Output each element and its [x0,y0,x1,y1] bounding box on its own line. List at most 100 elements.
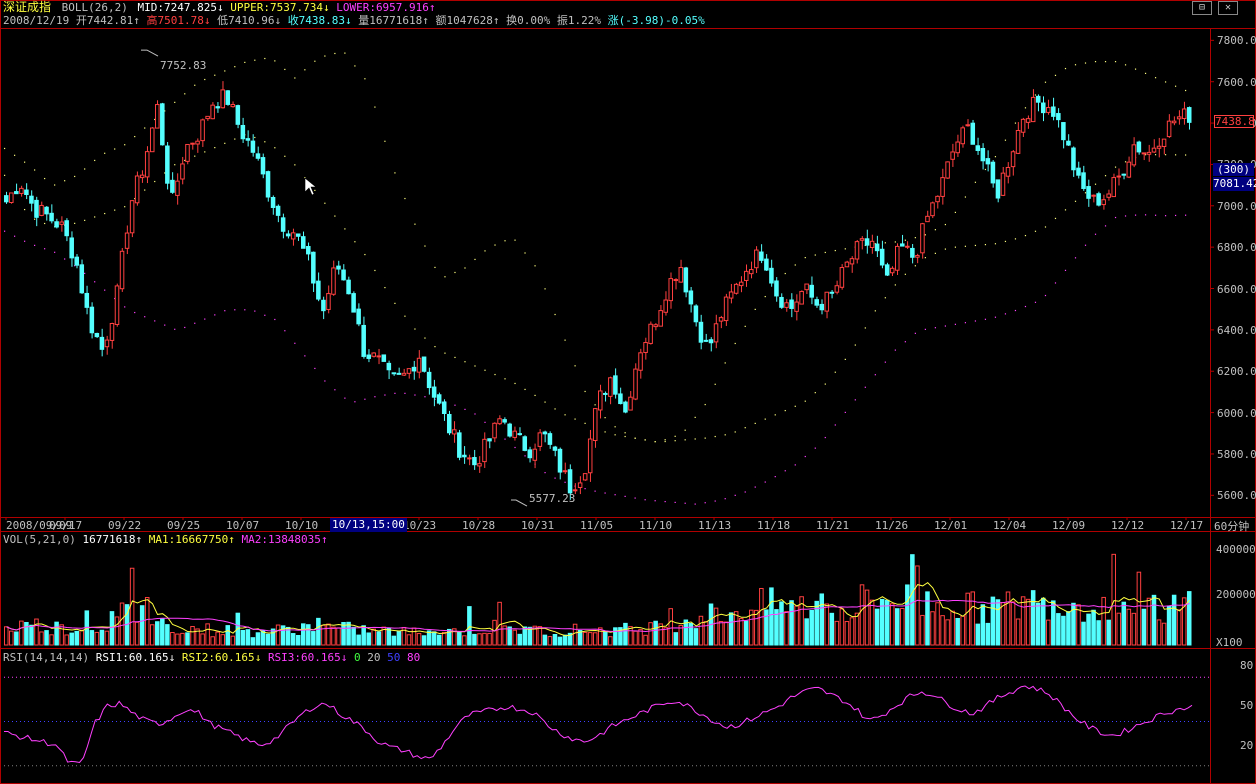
rsi-level-line [876,765,877,767]
volume-bar-up [935,602,940,646]
rsi-level-line [76,765,77,767]
volume-bar-down [980,604,986,646]
volume-bar-down [391,635,397,646]
rsi-level-line [752,676,753,678]
volume-bar-up [371,628,377,646]
rsi-level-line [1072,721,1073,722]
rsi-level-line [860,676,861,678]
candle-up [1171,120,1177,124]
boll-mid-dot [1164,154,1167,156]
rsi-level-line [604,676,605,678]
rsi-level-line [216,765,217,767]
candle-up [482,438,487,463]
boll-mid-dot [634,437,636,439]
volume-bar-down [155,621,160,646]
rsi-level-line [276,765,277,767]
rsi-level-line [552,721,553,722]
rsi-level-line [1192,676,1193,678]
candle-up [114,285,120,325]
rsi-level-line [400,765,401,767]
rsi-level-line [748,765,749,767]
rsi-level-line [600,721,601,722]
boll-indicator-label[interactable]: BOLL(26,2) [61,1,128,14]
rsi-level-line [496,676,497,678]
candle-up [577,482,583,488]
boll-upper-dot [154,118,156,121]
arrow-down-icon: ↓ [274,14,282,27]
rsi-level-line [184,765,185,767]
date-label: 11/13 [698,519,732,532]
price-tick-label: 6800.00 [1217,241,1256,255]
rsi-level-line [120,721,121,722]
rsi-level-line [452,765,453,767]
current-price-tag: 7438.8 [1214,115,1255,128]
boll-mid-dot [4,174,6,176]
rsi-level-line [68,765,69,767]
rsi-level-line [1200,721,1201,722]
rsi-level-line [360,765,361,767]
rsi-header: RSI(14,14,14) RSI1:60.165↓ RSI2:60.165↓ … [3,651,420,664]
rsi-level-line [308,721,309,722]
candle-down [708,339,714,344]
rsi-level-line [640,765,641,767]
rsi-level-line [560,765,561,767]
rsi-level-line [652,676,653,678]
rsi-level-line [88,676,89,678]
boll-lower-dot [1004,313,1007,315]
boll-mid-dot [824,383,826,385]
rsi-level-line [664,676,665,678]
rsi-level-line [968,721,969,722]
volume-bar-down [1071,602,1076,646]
boll-upper-dot [254,59,256,61]
candle-down [311,251,316,284]
candle-up [839,267,845,288]
boll-lower-dot [584,488,586,490]
rsi-level-line [608,765,609,767]
rsi-level-line [284,676,285,678]
rsi-level-line [1180,721,1181,722]
rsi-level-line [556,721,557,722]
period-label[interactable]: 60分钟 [1214,520,1250,533]
boll-lower-dot [1084,244,1087,246]
volume-bar-up [784,611,789,646]
boll-mid-dot [184,159,186,162]
rsi-level-line [96,676,97,678]
candle-down [884,264,890,276]
boll-lower-dot [994,316,997,318]
boll-upper-dot [44,177,46,180]
boll-mid-dot [414,328,416,330]
restore-window-button[interactable]: ⊟ [1192,1,1212,15]
candle-up [1161,138,1167,147]
boll-upper-dot [234,66,236,68]
volume-bar-up [497,601,502,646]
boll-upper-dot [964,196,967,198]
rsi-level-line [444,721,445,722]
candle-down [527,449,533,459]
volume-indicator-label[interactable]: VOL(5,21,0) [3,533,76,546]
boll-lower-dot [344,397,346,399]
rsi-level-line [584,765,585,767]
boll-lower-dot [454,404,456,406]
rsi-level-line [1020,721,1021,722]
candle-down [1136,141,1142,153]
arrow-down-icon: ↓ [254,651,262,664]
candle-up [104,339,110,348]
rsi-level-line [1000,765,1001,767]
rsi-level-line [700,676,701,678]
rsi-level-line [464,765,465,767]
boll-upper-dot [464,267,466,269]
volume-bar-down [879,598,885,646]
rsi-indicator-label[interactable]: RSI(14,14,14) [3,651,90,664]
volume-bar-up [331,626,336,646]
close-window-button[interactable]: ✕ [1218,1,1238,15]
symbol-name[interactable]: 深证成指 [3,0,52,14]
volume-bar-down [779,601,784,646]
volume-bar-up [864,589,870,646]
rsi-level-line [344,676,345,678]
rsi-level-line [1132,721,1133,722]
boll-lower-dot [724,498,726,500]
rsi-level-line [48,721,49,722]
rsi-level-line [396,676,397,678]
rsi-level-line [892,765,893,767]
